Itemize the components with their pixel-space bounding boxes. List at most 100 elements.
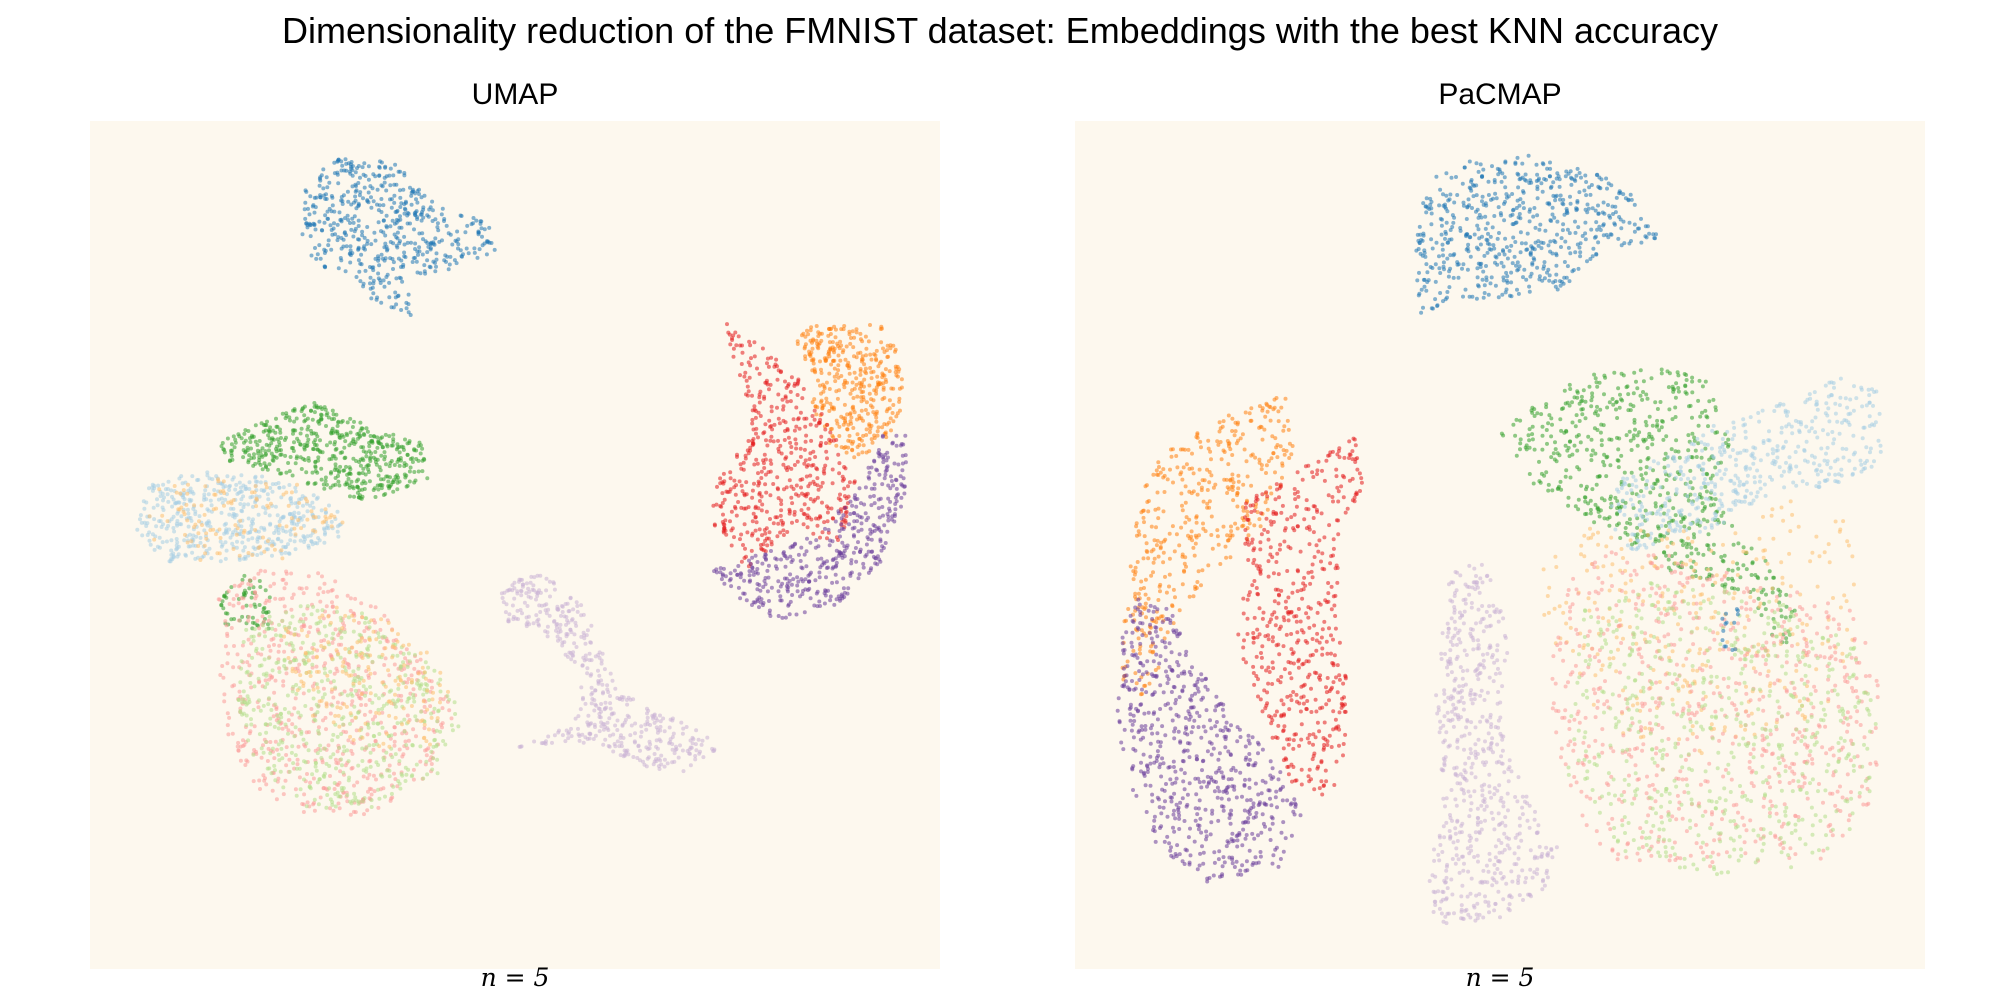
- data-point: [842, 486, 847, 491]
- data-point: [421, 692, 426, 697]
- data-point: [299, 526, 304, 531]
- data-point: [276, 536, 281, 541]
- data-point: [900, 468, 905, 473]
- data-point: [179, 514, 184, 519]
- data-point: [188, 516, 193, 520]
- data-point: [372, 734, 377, 739]
- data-point: [874, 388, 879, 393]
- data-point: [308, 625, 313, 630]
- data-point: [309, 431, 314, 436]
- data-point: [786, 602, 791, 607]
- data-point: [337, 780, 342, 785]
- data-point: [302, 777, 306, 782]
- data-point: [657, 737, 662, 742]
- data-point: [396, 218, 401, 223]
- data-point: [350, 751, 355, 756]
- data-point: [330, 203, 335, 208]
- data-point: [333, 757, 338, 762]
- data-point: [803, 458, 808, 463]
- data-point: [234, 532, 239, 537]
- data-point: [858, 367, 863, 371]
- data-point: [862, 362, 867, 367]
- data-point: [824, 575, 828, 580]
- data-point: [138, 517, 142, 522]
- data-point: [396, 693, 401, 698]
- data-point: [241, 640, 246, 644]
- data-point: [736, 334, 741, 339]
- data-point: [421, 699, 426, 704]
- data-point: [732, 478, 737, 483]
- data-point: [596, 652, 601, 657]
- data-point: [221, 675, 226, 680]
- data-point: [712, 523, 717, 528]
- data-point: [1562, 260, 1567, 264]
- data-point: [311, 447, 315, 451]
- data-point: [284, 581, 289, 586]
- data-point: [627, 715, 631, 720]
- data-point: [818, 443, 823, 448]
- data-point: [268, 722, 273, 727]
- data-point: [354, 728, 359, 733]
- data-point: [261, 743, 265, 748]
- data-point: [1547, 273, 1552, 278]
- data-point: [322, 645, 327, 650]
- data-point: [812, 408, 817, 413]
- data-point: [186, 524, 191, 529]
- data-point: [794, 441, 799, 446]
- data-point: [574, 600, 579, 605]
- data-point: [367, 444, 372, 449]
- data-point: [328, 806, 332, 811]
- data-point: [611, 749, 616, 754]
- data-point: [373, 605, 378, 610]
- data-point: [204, 536, 209, 541]
- data-point: [303, 216, 308, 221]
- data-point: [389, 791, 394, 796]
- data-point: [369, 242, 374, 247]
- data-point: [345, 433, 350, 438]
- data-point: [323, 661, 328, 666]
- data-point: [139, 520, 144, 525]
- data-point: [301, 619, 306, 624]
- data-point: [846, 586, 851, 591]
- data-point: [351, 629, 356, 634]
- data-point: [803, 577, 808, 582]
- data-point: [235, 744, 240, 749]
- data-point: [352, 442, 357, 446]
- data-point: [402, 717, 407, 722]
- data-point: [377, 711, 382, 716]
- data-point: [310, 684, 315, 689]
- data-point: [357, 460, 362, 464]
- data-point: [248, 495, 253, 500]
- data-point: [234, 482, 239, 487]
- data-point: [413, 652, 417, 657]
- cluster-0: [300, 157, 497, 317]
- data-point: [259, 453, 264, 458]
- data-point: [421, 776, 426, 781]
- data-point: [155, 544, 160, 549]
- data-point: [325, 673, 330, 678]
- data-point: [236, 618, 241, 623]
- data-point: [337, 210, 342, 215]
- data-point: [414, 448, 419, 453]
- data-point: [775, 475, 780, 480]
- data-point: [395, 721, 400, 726]
- data-point: [151, 505, 156, 510]
- data-point: [384, 275, 389, 279]
- data-point: [734, 343, 739, 348]
- data-point: [363, 268, 368, 273]
- data-point: [226, 732, 231, 737]
- data-point: [268, 584, 273, 589]
- data-point: [391, 260, 396, 265]
- data-point: [368, 691, 373, 696]
- data-point: [267, 696, 271, 701]
- data-point: [375, 202, 379, 207]
- data-point: [322, 624, 327, 629]
- data-point: [251, 504, 255, 509]
- data-point: [434, 257, 439, 262]
- data-point: [854, 330, 859, 335]
- data-point: [240, 643, 245, 648]
- data-point: [1466, 249, 1471, 254]
- data-point: [435, 757, 440, 762]
- data-point: [834, 443, 839, 448]
- data-point: [353, 182, 358, 187]
